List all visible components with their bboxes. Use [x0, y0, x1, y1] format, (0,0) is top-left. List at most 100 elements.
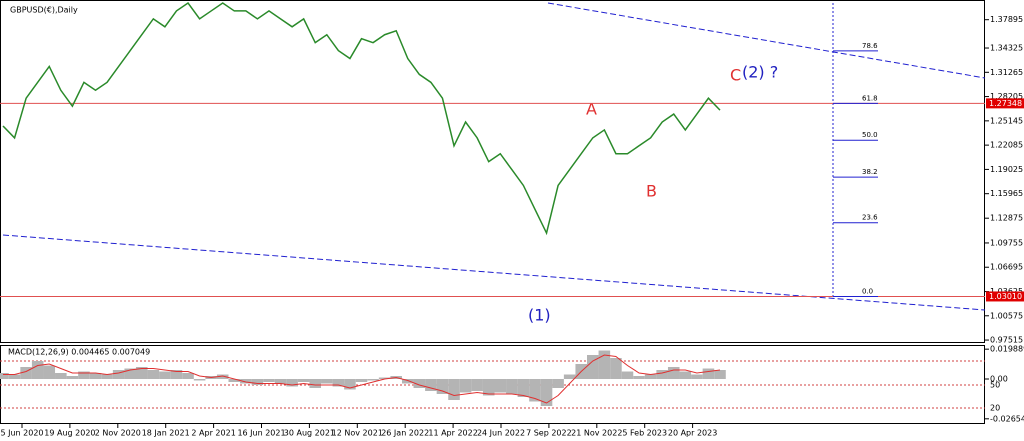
- macd-bar: [702, 368, 715, 379]
- macd-bar: [170, 370, 183, 379]
- wave-label: (1): [528, 306, 551, 325]
- x-tick-label: 5 Feb 2023: [622, 429, 667, 438]
- y-tick-label: 1.06695: [990, 263, 1023, 272]
- macd-bar: [517, 379, 530, 397]
- macd-bar: [78, 371, 90, 379]
- price-label: 1.27348: [989, 99, 1022, 108]
- macd-bar: [112, 370, 125, 379]
- price-box: [986, 98, 1024, 109]
- macd-bar: [0, 373, 9, 379]
- macd-bar: [31, 361, 44, 379]
- macd-bar: [216, 374, 229, 379]
- macd-bar: [66, 376, 79, 379]
- x-tick-label: 16 Jun 2021: [237, 429, 285, 438]
- macd-bar: [355, 379, 368, 382]
- macd-bar: [425, 379, 437, 391]
- macd-bar: [633, 376, 645, 379]
- macd-bar: [621, 371, 634, 379]
- osc-label: 50: [990, 381, 1000, 390]
- x-tick-label: 30 Aug 2021: [284, 429, 335, 438]
- macd-bar: [471, 379, 483, 391]
- fib-label: 61.8: [862, 94, 878, 102]
- chart-title: GBPUSD(€),Daily: [10, 6, 78, 15]
- macd-bar: [101, 374, 113, 379]
- x-tick-label: 11 Apr 2022: [428, 429, 477, 438]
- x-tick-label: 19 Aug 2020: [44, 429, 95, 438]
- macd-bar: [378, 377, 391, 379]
- macd-bar: [436, 379, 449, 394]
- macd-bar: [448, 379, 460, 400]
- macd-bar: [529, 379, 541, 402]
- y-tick-label: 1.34325: [990, 44, 1023, 53]
- trendline: [547, 2, 986, 79]
- macd-bar: [251, 379, 264, 385]
- macd-bar: [691, 374, 703, 379]
- x-tick-label: 2 Nov 2020: [95, 429, 141, 438]
- macd-bar: [43, 365, 56, 379]
- y-tick-label: 1.37895: [990, 15, 1023, 24]
- y-tick-label: 1.22085: [990, 141, 1023, 150]
- macd-bar: [263, 379, 275, 382]
- macd-bar: [147, 370, 160, 379]
- macd-bar: [344, 379, 356, 390]
- fib-label: 38.2: [862, 168, 878, 176]
- macd-bar: [459, 379, 472, 393]
- macd-bar: [367, 379, 379, 381]
- macd-bar: [494, 379, 507, 393]
- macd-bar: [587, 355, 599, 379]
- macd-bar: [124, 368, 136, 379]
- macd-bar: [182, 373, 194, 379]
- macd-bar: [321, 379, 333, 384]
- y-tick-label: 1.09755: [990, 238, 1023, 247]
- price-label: 1.03010: [989, 292, 1022, 301]
- macd-bar: [228, 379, 241, 382]
- macd-bar: [332, 379, 345, 387]
- price-box: [986, 291, 1024, 302]
- macd-bar: [193, 379, 206, 381]
- osc-label: 20: [990, 404, 1000, 413]
- y-tick-label: 1.00575: [990, 311, 1023, 320]
- fib-label: 23.6: [862, 214, 878, 222]
- y-tick-label: 1.15965: [990, 189, 1023, 198]
- y-tick-label: 0.019889: [990, 345, 1024, 354]
- x-tick-label: 24 Jun 2022: [477, 429, 525, 438]
- macd-bar: [667, 367, 680, 379]
- y-tick-label: -0.026542: [990, 414, 1024, 423]
- y-tick-label: 1.25145: [990, 116, 1023, 125]
- x-tick-label: 5 Jun 2020: [0, 429, 43, 438]
- y-tick-label: 1.19025: [990, 165, 1023, 174]
- macd-bar: [20, 367, 32, 379]
- macd-bar: [55, 373, 67, 379]
- main-frame: [0, 0, 985, 343]
- y-tick-label: 0.97515: [990, 336, 1023, 345]
- wave-label: A: [586, 100, 597, 119]
- x-tick-label: 12 Nov 2021: [332, 429, 383, 438]
- macd-bar: [482, 379, 495, 396]
- x-tick-label: 2 Apr 2021: [191, 429, 235, 438]
- wave-label: C: [730, 66, 741, 85]
- macd-bar: [506, 379, 518, 394]
- signal-line: [3, 354, 721, 404]
- macd-bar: [598, 350, 611, 379]
- macd-bar: [413, 379, 426, 388]
- macd-bar: [644, 374, 657, 379]
- macd-bar: [135, 367, 148, 379]
- macd-bar: [297, 379, 310, 382]
- price-line-series: [2, 1, 721, 236]
- macd-bar: [159, 371, 171, 379]
- x-tick-label: 18 Jan 2021: [142, 429, 190, 438]
- macd-bar: [610, 358, 622, 379]
- macd-bar: [286, 379, 298, 387]
- y-tick-label: 1.12875: [990, 214, 1023, 223]
- wave-label: (2) ?: [742, 63, 778, 82]
- x-tick-label: 21 Nov 2022: [571, 429, 622, 438]
- trendline: [2, 234, 986, 311]
- macd-bar: [309, 379, 322, 388]
- macd-bar: [552, 379, 564, 388]
- fib-label: 50.0: [862, 131, 878, 139]
- macd-bar: [401, 379, 414, 384]
- fib-label: 0.0: [862, 287, 873, 295]
- macd-bar: [679, 371, 692, 379]
- y-tick-label: 1.28205: [990, 92, 1023, 101]
